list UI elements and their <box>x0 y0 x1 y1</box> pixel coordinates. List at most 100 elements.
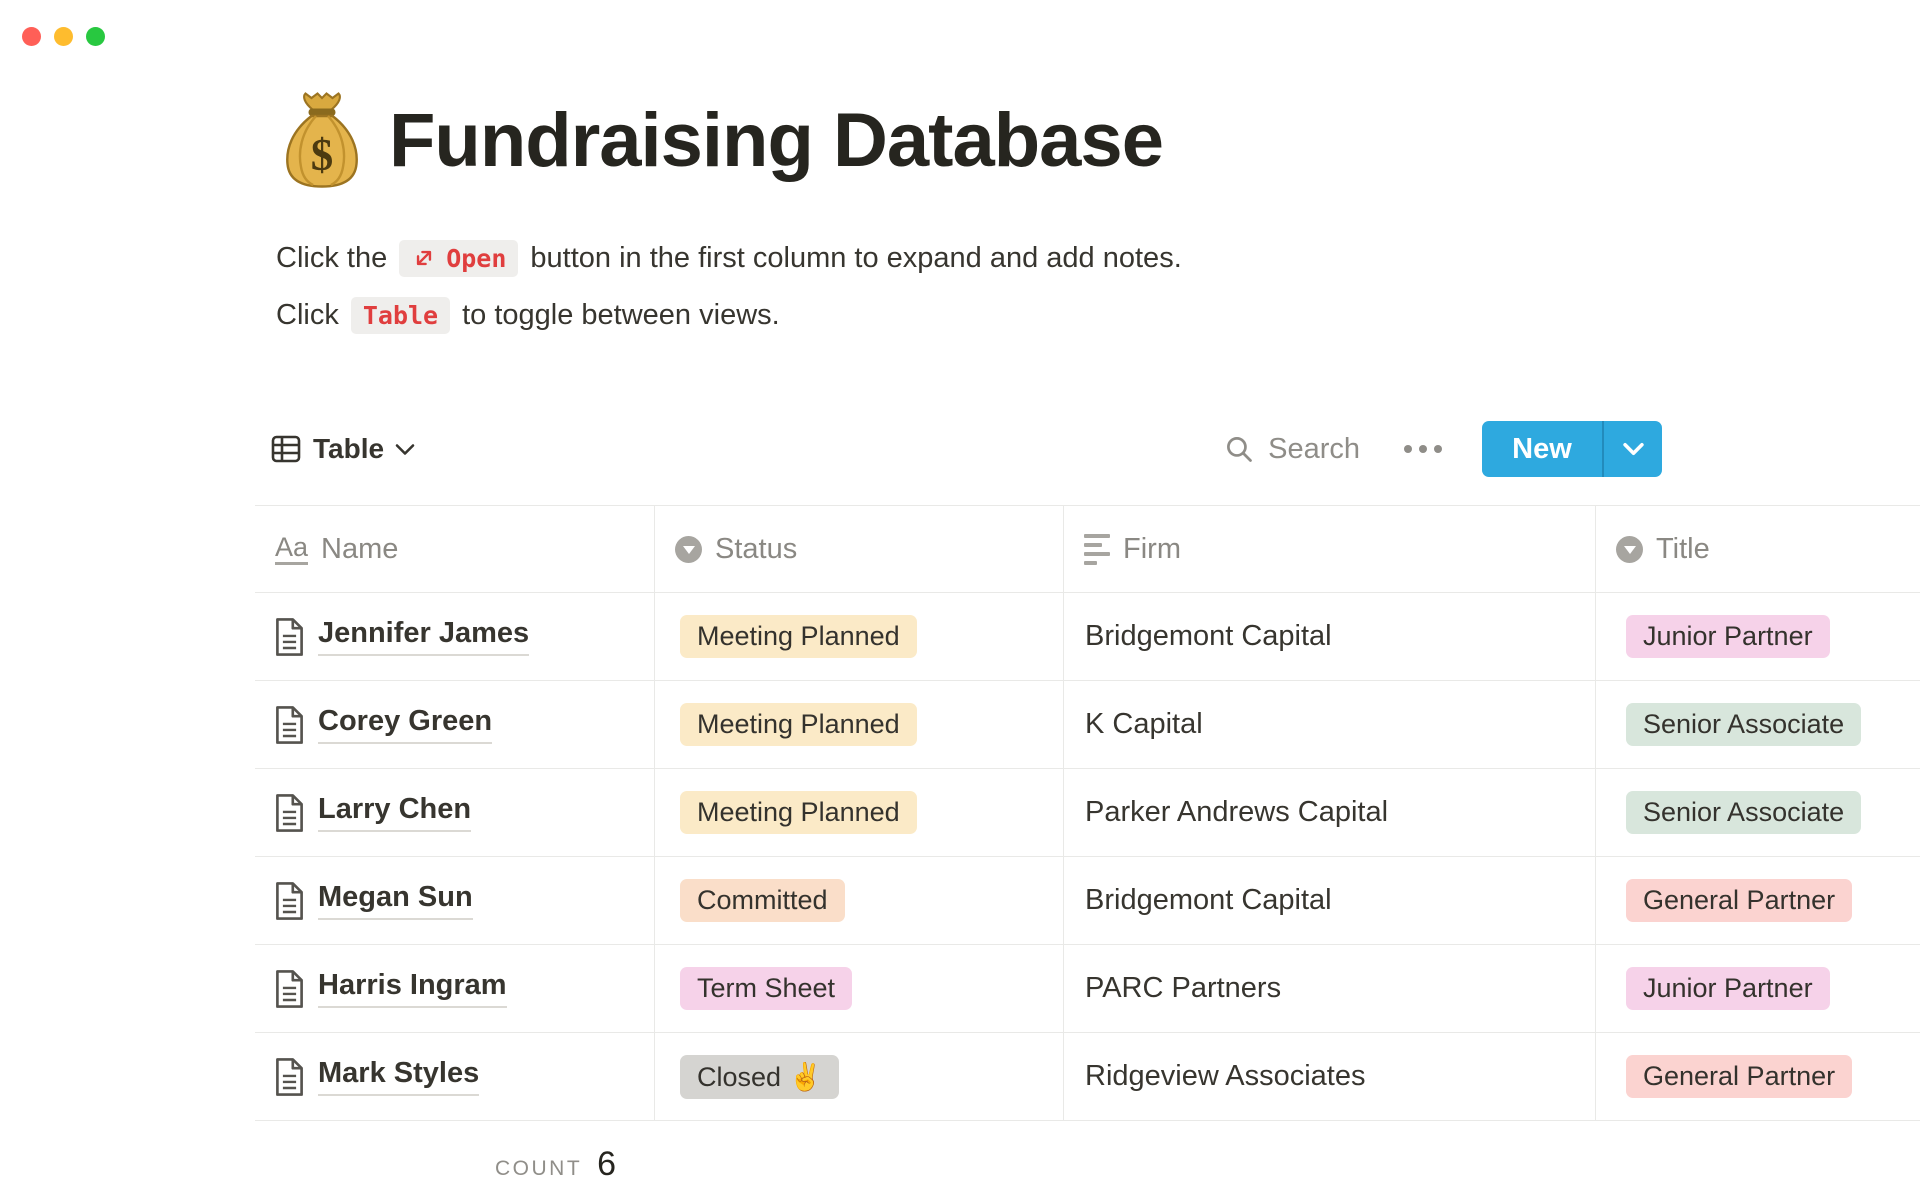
name-cell[interactable]: Megan Sun <box>255 857 655 944</box>
table-row: Megan Sun Committed Bridgemont Capital G… <box>255 857 1920 945</box>
view-switcher-table[interactable]: Table <box>270 433 415 465</box>
title-property-icon: Aa <box>275 533 309 565</box>
text-property-icon <box>1084 533 1110 565</box>
row-page-link[interactable]: Larry Chen <box>318 793 472 832</box>
title-badge: Senior Associate <box>1626 791 1862 834</box>
column-header-firm[interactable]: Firm <box>1064 506 1596 592</box>
column-label: Title <box>1656 532 1710 565</box>
view-switcher-label: Table <box>313 433 385 464</box>
row-page-link[interactable]: Corey Green <box>318 705 493 744</box>
title-badge: Junior Partner <box>1626 967 1830 1010</box>
status-cell[interactable]: Closed ✌ <box>655 1033 1064 1120</box>
new-button-label: New <box>1512 432 1572 465</box>
row-page-link[interactable]: Megan Sun <box>318 881 473 920</box>
row-page-link[interactable]: Mark Styles <box>318 1057 480 1096</box>
table-row: Corey Green Meeting Planned K Capital Se… <box>255 681 1920 769</box>
status-cell[interactable]: Meeting Planned <box>655 769 1064 856</box>
title-badge: General Partner <box>1626 879 1853 922</box>
table-code-pill: Table <box>350 296 451 334</box>
instruction-text: Click <box>276 298 339 331</box>
row-page-link[interactable]: Harris Ingram <box>318 969 507 1008</box>
name-cell[interactable]: Jennifer James <box>255 593 655 680</box>
firm-cell[interactable]: Bridgemont Capital <box>1064 593 1596 680</box>
money-bag-icon: $ <box>283 92 361 188</box>
minimize-button[interactable] <box>54 27 73 46</box>
firm-cell[interactable]: Parker Andrews Capital <box>1064 769 1596 856</box>
select-property-icon <box>675 535 702 563</box>
firm-cell[interactable]: PARC Partners <box>1064 945 1596 1032</box>
column-header-name[interactable]: Aa Name <box>255 506 655 592</box>
title-cell[interactable]: Senior Associate <box>1596 769 1920 856</box>
status-badge: Closed ✌ <box>680 1054 840 1099</box>
database-table: Aa Name Status Firm Title <box>255 505 1920 1184</box>
table-row: Mark Styles Closed ✌ Ridgeview Associate… <box>255 1033 1920 1121</box>
page-icon <box>273 969 306 1009</box>
firm-cell[interactable]: Bridgemont Capital <box>1064 857 1596 944</box>
search-icon <box>1224 434 1255 465</box>
name-cell[interactable]: Mark Styles <box>255 1033 655 1120</box>
column-label: Name <box>321 532 399 565</box>
table-footer[interactable]: COUNT 6 <box>495 1145 1920 1184</box>
count-label: COUNT <box>495 1157 583 1180</box>
status-cell[interactable]: Meeting Planned <box>655 681 1064 768</box>
new-dropdown-button[interactable] <box>1604 421 1662 477</box>
more-options-button[interactable] <box>1404 445 1442 453</box>
zoom-button[interactable] <box>86 27 105 46</box>
close-button[interactable] <box>22 27 41 46</box>
title-badge: Junior Partner <box>1626 615 1830 658</box>
title-cell[interactable]: Junior Partner <box>1596 593 1920 680</box>
title-cell[interactable]: Junior Partner <box>1596 945 1920 1032</box>
instruction-line-1: Click the Open button in the first colum… <box>276 234 1182 282</box>
title-cell[interactable]: General Partner <box>1596 857 1920 944</box>
status-cell[interactable]: Term Sheet <box>655 945 1064 1032</box>
row-page-link[interactable]: Jennifer James <box>318 617 530 656</box>
column-label: Status <box>715 532 798 565</box>
page-title: $ Fundraising Database <box>283 92 1164 188</box>
firm-text: Parker Andrews Capital <box>1085 796 1389 828</box>
column-header-title[interactable]: Title <box>1596 506 1920 592</box>
instruction-text: to toggle between views. <box>462 298 780 331</box>
count-value: 6 <box>597 1145 617 1183</box>
column-header-status[interactable]: Status <box>655 506 1064 592</box>
status-cell[interactable]: Committed <box>655 857 1064 944</box>
status-badge: Term Sheet <box>680 967 853 1010</box>
new-button[interactable]: New <box>1482 421 1602 477</box>
expand-arrow-icon <box>411 245 437 271</box>
dots-icon <box>1404 445 1412 453</box>
firm-cell[interactable]: K Capital <box>1064 681 1596 768</box>
firm-cell[interactable]: Ridgeview Associates <box>1064 1033 1596 1120</box>
title-badge: Senior Associate <box>1626 703 1862 746</box>
page-title-text: Fundraising Database <box>389 97 1164 183</box>
table-row: Larry Chen Meeting Planned Parker Andrew… <box>255 769 1920 857</box>
name-cell[interactable]: Corey Green <box>255 681 655 768</box>
column-label: Firm <box>1123 532 1181 565</box>
table-label: Table <box>362 300 439 330</box>
firm-text: PARC Partners <box>1085 972 1282 1004</box>
name-cell[interactable]: Larry Chen <box>255 769 655 856</box>
firm-text: K Capital <box>1085 708 1203 740</box>
firm-text: Ridgeview Associates <box>1085 1060 1366 1092</box>
search-button[interactable]: Search <box>1224 433 1360 466</box>
firm-text: Bridgemont Capital <box>1085 620 1332 652</box>
search-label: Search <box>1268 432 1360 465</box>
database-toolbar: Table Search New <box>270 420 1662 478</box>
select-property-icon <box>1616 535 1643 563</box>
name-cell[interactable]: Harris Ingram <box>255 945 655 1032</box>
status-badge: Meeting Planned <box>680 791 917 834</box>
button-divider <box>1602 421 1604 477</box>
page-icon <box>273 1057 306 1097</box>
page-icon <box>273 617 306 657</box>
instruction-text: button in the first column to expand and… <box>530 241 1182 274</box>
page-icon <box>273 705 306 745</box>
open-label: Open <box>446 243 507 273</box>
status-badge: Committed <box>680 879 845 922</box>
title-cell[interactable]: General Partner <box>1596 1033 1920 1120</box>
chevron-down-icon <box>395 443 415 456</box>
page-icon <box>273 881 306 921</box>
page-icon <box>273 793 306 833</box>
title-cell[interactable]: Senior Associate <box>1596 681 1920 768</box>
table-row: Jennifer James Meeting Planned Bridgemon… <box>255 593 1920 681</box>
status-cell[interactable]: Meeting Planned <box>655 593 1064 680</box>
table-body: Jennifer James Meeting Planned Bridgemon… <box>255 593 1920 1121</box>
